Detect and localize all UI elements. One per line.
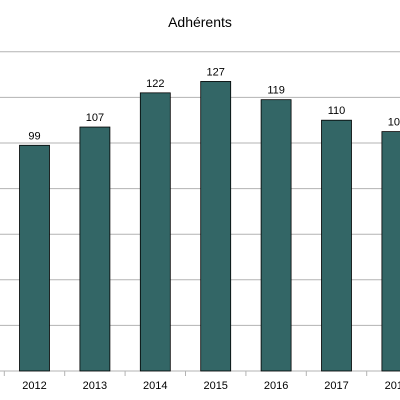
bar-2015 bbox=[200, 81, 232, 372]
data-label-2014: 122 bbox=[146, 78, 164, 90]
bar-series bbox=[19, 81, 400, 372]
data-label-2016: 119 bbox=[267, 85, 285, 97]
x-tick-label-2015: 2015 bbox=[203, 380, 227, 392]
data-labels: 99 107 122 127 119 110 105 bbox=[28, 66, 400, 142]
x-tick-label-2014: 2014 bbox=[143, 380, 167, 392]
data-label-2017: 110 bbox=[328, 105, 346, 117]
bar-2016 bbox=[260, 99, 292, 372]
bar-2017 bbox=[321, 119, 352, 372]
bar-2014 bbox=[139, 92, 171, 372]
data-label-2015: 127 bbox=[207, 66, 225, 78]
data-label-2012: 99 bbox=[28, 130, 40, 142]
bar-2018 bbox=[381, 131, 400, 372]
data-label-2018: 105 bbox=[388, 117, 400, 129]
x-tick-label-2018: 2018 bbox=[385, 380, 400, 392]
chart-title: Adhérents bbox=[168, 14, 232, 30]
x-tick-label-2013: 2013 bbox=[83, 380, 107, 392]
bar-2012 bbox=[19, 144, 50, 372]
bar-2013 bbox=[79, 126, 111, 372]
x-tick-label-2012: 2012 bbox=[22, 380, 46, 392]
data-label-2013: 107 bbox=[86, 112, 104, 124]
x-axis-ticks: 2012 2013 2014 2015 2016 2017 2018 bbox=[22, 380, 400, 392]
x-tick-label-2017: 2017 bbox=[324, 380, 348, 392]
x-tick-label-2016: 2016 bbox=[264, 380, 288, 392]
